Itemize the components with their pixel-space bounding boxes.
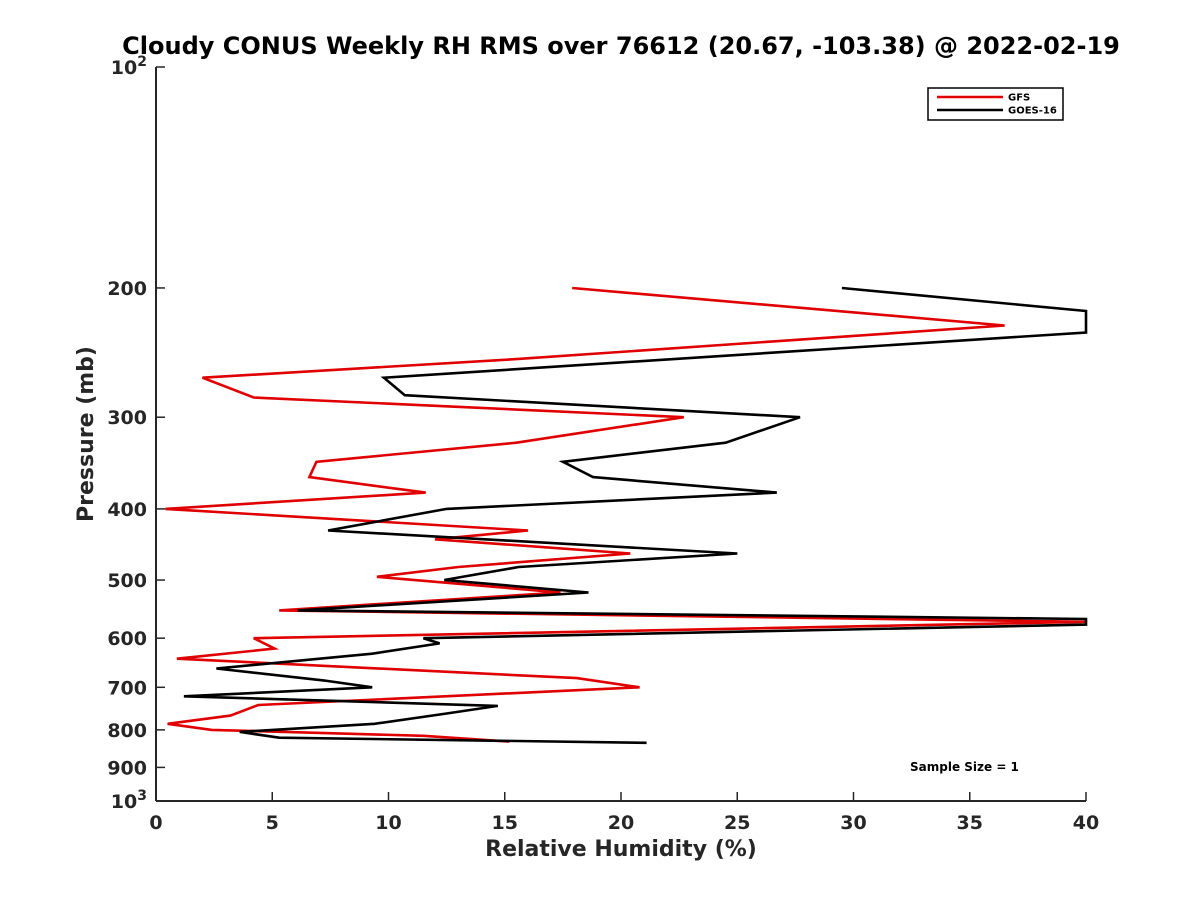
legend-label-gfs: GFS xyxy=(1008,93,1030,104)
y-tick-label: 900 xyxy=(107,757,147,779)
x-tick-label: 25 xyxy=(724,812,750,834)
y-tick-label: 500 xyxy=(107,570,147,592)
y-tick-label: 103 xyxy=(111,788,147,813)
legend-box xyxy=(927,87,1064,121)
x-tick-label: 0 xyxy=(149,812,162,834)
x-tick-label: 5 xyxy=(266,812,279,834)
y-tick-label: 102 xyxy=(111,54,147,79)
series-layer xyxy=(165,286,1088,745)
y-axis-label: Pressure (mb) xyxy=(74,346,99,522)
y-tick-label: 300 xyxy=(107,407,147,429)
y-tick-label: 400 xyxy=(107,499,147,521)
y-ticks: 102 200 300 400 500 600 700 800 900 103 xyxy=(107,54,165,813)
x-tick-label: 10 xyxy=(375,812,401,834)
x-axis-label: Relative Humidity (%) xyxy=(485,837,757,862)
series-line-gfs xyxy=(165,286,1087,743)
x-tick-label: 40 xyxy=(1073,812,1099,834)
x-tick-label: 20 xyxy=(608,812,634,834)
y-tick-label: 200 xyxy=(107,278,147,300)
x-tick-label: 15 xyxy=(492,812,518,834)
x-tick-label: 35 xyxy=(957,812,983,834)
x-ticks: 0 5 10 15 20 25 30 35 40 xyxy=(149,792,1099,834)
legend-label-goes16: GOES-16 xyxy=(1008,106,1057,117)
legend: GFS GOES-16 xyxy=(927,87,1064,121)
y-tick-label: 800 xyxy=(107,720,147,742)
sample-size-annotation: Sample Size = 1 xyxy=(910,760,1019,774)
y-tick-label: 600 xyxy=(107,628,147,650)
x-tick-label: 30 xyxy=(840,812,866,834)
y-tick-label: 700 xyxy=(107,677,147,699)
chart-title: Cloudy CONUS Weekly RH RMS over 76612 (2… xyxy=(122,32,1120,60)
series-line-goes16 xyxy=(183,286,1088,745)
